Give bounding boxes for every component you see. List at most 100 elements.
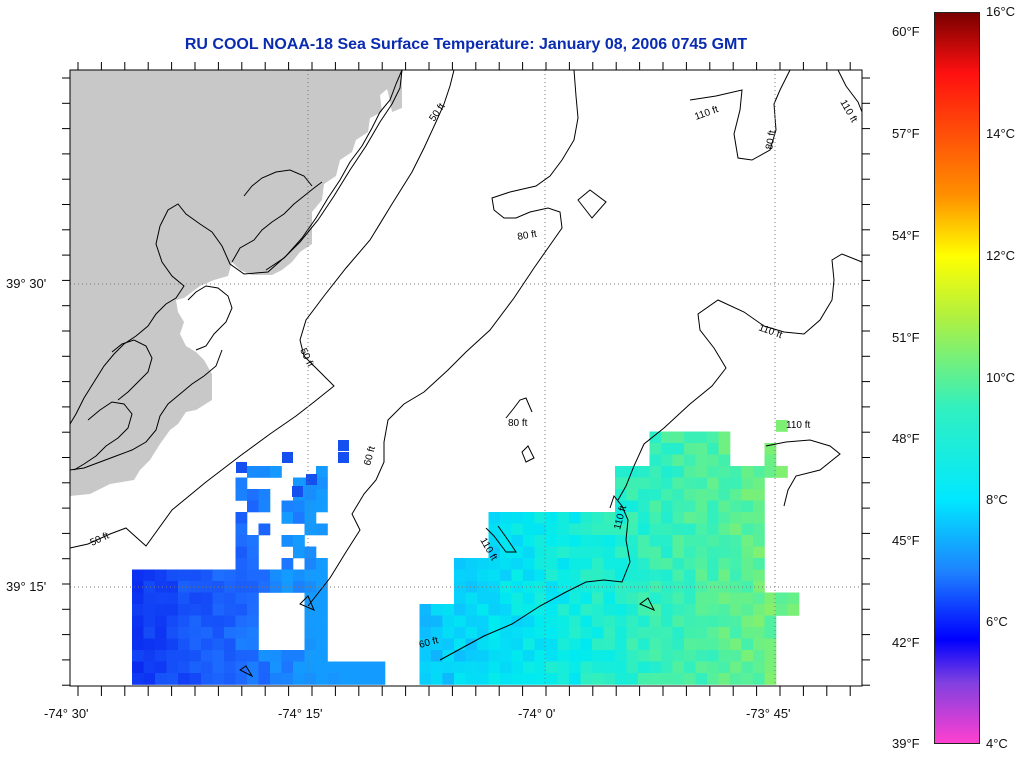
sst-pixel bbox=[776, 604, 788, 616]
sst-pixel bbox=[523, 581, 535, 593]
sst-pixel bbox=[304, 546, 317, 559]
sst-pixel bbox=[500, 581, 512, 593]
sst-pixel bbox=[224, 673, 236, 685]
sst-pixel bbox=[661, 477, 673, 490]
sst-pixel bbox=[465, 627, 478, 639]
sst-pixel bbox=[580, 535, 593, 547]
contour-110ft-se bbox=[765, 439, 841, 507]
contour-label-80ft-c: 80 ft bbox=[764, 129, 778, 150]
sst-pixel bbox=[155, 627, 167, 639]
sst-pixel bbox=[546, 661, 558, 674]
sst-pixel bbox=[730, 466, 742, 478]
sst-pixel bbox=[707, 431, 719, 444]
sst-pixel bbox=[638, 638, 650, 651]
sst-pixel bbox=[327, 673, 340, 685]
sst-pixel bbox=[235, 638, 248, 651]
sst-pixel bbox=[684, 523, 696, 536]
sst-pixel bbox=[672, 466, 685, 478]
sst-pixel bbox=[661, 466, 673, 478]
sst-pixel bbox=[534, 592, 547, 605]
sst-pixel bbox=[649, 661, 662, 674]
sst-pixel bbox=[511, 615, 524, 628]
sst-pixel bbox=[270, 661, 282, 674]
sst-pixel bbox=[224, 615, 236, 628]
sst-pixel bbox=[718, 443, 731, 455]
sst-pixel bbox=[626, 569, 639, 582]
sst-pixel bbox=[143, 673, 156, 685]
sst-pixel bbox=[155, 592, 167, 605]
sst-pixel bbox=[764, 443, 777, 455]
sst-pixel bbox=[132, 650, 144, 662]
sst-pixel bbox=[569, 546, 581, 559]
sst-pixel bbox=[304, 500, 317, 513]
sst-pixel bbox=[534, 627, 547, 639]
sst-pixel bbox=[557, 581, 570, 593]
sst-pixel bbox=[534, 569, 547, 582]
sst-pixel bbox=[707, 661, 719, 674]
sst-pixel bbox=[132, 638, 144, 651]
sst-pixel bbox=[695, 638, 708, 651]
sst-pixel bbox=[753, 500, 765, 513]
sst-pixel bbox=[707, 592, 719, 605]
sst-pixel bbox=[477, 615, 489, 628]
sst-pixel bbox=[638, 558, 650, 570]
sst-pixel bbox=[741, 546, 754, 559]
sst-pixel bbox=[316, 489, 328, 501]
sst-pixel bbox=[730, 477, 742, 490]
sst-pixel bbox=[511, 523, 524, 536]
contour-label-110ft-a: 110 ft bbox=[693, 104, 720, 123]
sst-pixel bbox=[293, 546, 305, 559]
sst-pixel bbox=[454, 661, 466, 674]
sst-pixel bbox=[730, 650, 742, 662]
sst-pixel bbox=[649, 489, 662, 501]
sst-pixel bbox=[546, 581, 558, 593]
sst-pixel bbox=[718, 581, 731, 593]
sst-pixel bbox=[247, 581, 259, 593]
map-title: RU COOL NOAA-18 Sea Surface Temperature:… bbox=[184, 36, 748, 53]
sst-pixel bbox=[557, 661, 570, 674]
sst-pixel bbox=[431, 615, 443, 628]
sst-pixel bbox=[684, 466, 696, 478]
sst-pixel bbox=[603, 627, 616, 639]
sst-pixel bbox=[465, 558, 478, 570]
sst-pixel bbox=[178, 615, 190, 628]
sst-pixel bbox=[557, 546, 570, 559]
sst-pixel bbox=[753, 661, 765, 674]
lat-label-3930: 39° 30' bbox=[6, 276, 47, 291]
colorbar-f-label: 48°F bbox=[892, 431, 920, 446]
sst-pixel bbox=[247, 661, 259, 674]
sst-pixel bbox=[695, 466, 708, 478]
sst-pixel bbox=[661, 627, 673, 639]
sst-pixel bbox=[730, 546, 742, 559]
sst-pixel bbox=[638, 489, 650, 501]
sst-pixel bbox=[523, 512, 535, 524]
sst-pixel bbox=[672, 661, 685, 674]
sst-pixel bbox=[661, 443, 673, 455]
sst-pixel bbox=[649, 431, 662, 444]
sst-pixel bbox=[661, 558, 673, 570]
sst-pixel bbox=[546, 673, 558, 685]
sst-pixel bbox=[730, 535, 742, 547]
sst-pixel bbox=[638, 523, 650, 536]
contour-small-c bbox=[239, 665, 254, 678]
sst-pixel bbox=[500, 558, 512, 570]
sst-pixel bbox=[638, 604, 650, 616]
sst-pixel bbox=[304, 661, 317, 674]
sst-pixel bbox=[178, 673, 190, 685]
sst-pixel bbox=[546, 604, 558, 616]
sst-pixel bbox=[270, 581, 282, 593]
contour-label-50ft-a: 50 ft bbox=[427, 101, 447, 123]
sst-pixel bbox=[592, 512, 604, 524]
sst-pixel bbox=[546, 638, 558, 651]
sst-pixel bbox=[592, 673, 604, 685]
sst-pixel bbox=[672, 627, 685, 639]
sst-pixel bbox=[672, 477, 685, 490]
sst-pixel bbox=[672, 558, 685, 570]
sst-pixel bbox=[511, 627, 524, 639]
sst-pixel bbox=[235, 661, 248, 674]
sst-pixel bbox=[189, 638, 202, 651]
sst-pixel bbox=[741, 627, 754, 639]
sst-pixel bbox=[638, 581, 650, 593]
sst-pixel bbox=[718, 431, 731, 444]
